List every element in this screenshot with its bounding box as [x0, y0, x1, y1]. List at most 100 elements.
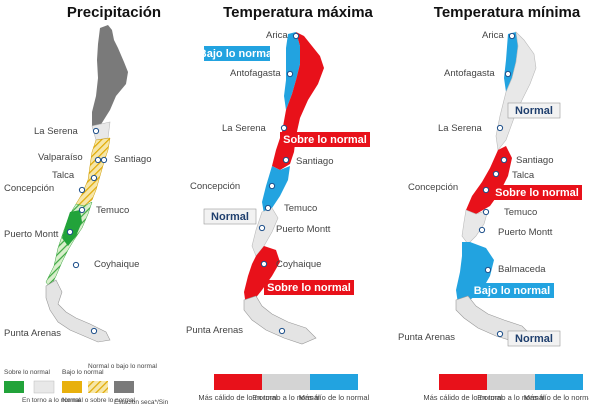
legend-swatch-cold [310, 374, 358, 390]
city-marker [264, 204, 272, 212]
city-marker [72, 261, 80, 269]
city-label-la-serena: La Serena [438, 123, 483, 134]
city-marker [78, 206, 86, 214]
label-below-normal: Bajo lo normal [474, 285, 550, 297]
label-box [280, 132, 370, 147]
region-above-normal [62, 210, 82, 246]
label-normal: Normal [211, 211, 249, 223]
city-marker [282, 156, 290, 164]
city-label-arica: Arica [482, 30, 504, 41]
panel-tmin: Temperatura mínima Normal Sobre lo norma… [398, 4, 589, 402]
label-box [264, 280, 354, 295]
panel-precipitation: Precipitación La Serena Valparaíso Santi… [4, 4, 169, 406]
region-above-normal-south [244, 246, 280, 306]
legend-swatch-normal-below [88, 381, 108, 393]
legend-precipitation: Sobre lo normal Bajo lo normal En torno … [4, 363, 169, 406]
city-label-santiago: Santiago [296, 156, 334, 167]
legend-label-normal-below: Normal o bajo lo normal [88, 363, 158, 370]
label-box [507, 330, 561, 347]
city-label-temuco: Temuco [96, 205, 129, 216]
region-normal-north [495, 31, 537, 151]
city-label-punta-arenas: Punta Arenas [186, 325, 243, 336]
label-normal-north: Normal [515, 105, 553, 117]
label-above-normal: Sobre lo normal [283, 134, 367, 146]
city-labels-tmax: Arica Antofagasta La Serena Santiago Con… [186, 30, 334, 336]
city-marker [92, 127, 100, 135]
legend-tmin: Más cálido de lo normal En torno a lo no… [423, 374, 589, 402]
legend-swatch-above [4, 381, 24, 393]
legend-swatch-dry [114, 381, 134, 393]
legend-swatch-warm [214, 374, 262, 390]
legend-swatch-normal [262, 374, 310, 390]
panel-title: Temperatura mínima [434, 4, 581, 21]
city-label-santiago: Santiago [516, 155, 554, 166]
legend-label-below: Bajo lo normal [62, 369, 104, 376]
region-below-normal-north [284, 32, 300, 110]
label-box [492, 185, 582, 200]
city-label-coyhaique: Coyhaique [276, 259, 321, 270]
city-marker [90, 327, 98, 335]
city-label-concepcion: Concepción [4, 183, 54, 194]
region-labels-tmin: Normal Sobre lo normal Bajo lo normal No… [470, 102, 582, 347]
city-marker [94, 156, 102, 164]
city-marker [258, 224, 266, 232]
city-marker [482, 208, 490, 216]
city-marker [484, 266, 492, 274]
city-label-la-serena: La Serena [34, 126, 79, 137]
label-normal-south: Normal [515, 333, 553, 345]
label-box [507, 102, 561, 119]
city-label-temuco: Temuco [284, 203, 317, 214]
label-below-normal: Bajo lo normal [199, 48, 275, 60]
legend-label-normal: En torno a lo normal [252, 393, 320, 402]
legend-swatch-warm [439, 374, 487, 390]
region-normal-center [461, 209, 489, 245]
city-marker [280, 124, 288, 132]
city-label-puerto-montt: Puerto Montt [276, 224, 331, 235]
label-box [470, 283, 554, 298]
city-label-talca: Talca [52, 170, 75, 181]
label-box [204, 46, 270, 61]
city-marker [496, 330, 504, 338]
city-label-valparaiso: Valparaíso [38, 152, 83, 163]
legend-label-cold: Más frío de lo normal [524, 393, 589, 402]
city-label-concepcion: Concepción [408, 182, 458, 193]
city-label-puerto-montt: Puerto Montt [498, 227, 553, 238]
map-chile-tmin [455, 31, 537, 343]
city-marker [100, 156, 108, 164]
city-label-punta-arenas: Punta Arenas [398, 332, 455, 343]
city-label-santiago: Santiago [114, 154, 152, 165]
city-marker [478, 226, 486, 234]
city-marker [286, 70, 294, 78]
legend-tmax: Más cálido de lo normal En torno a lo no… [198, 374, 370, 402]
city-marker [482, 186, 490, 194]
city-marker [260, 260, 268, 268]
city-label-concepcion: Concepción [190, 181, 240, 192]
region-normal-or-below [75, 137, 111, 207]
city-marker [500, 156, 508, 164]
region-normal-south [45, 279, 111, 343]
city-label-temuco: Temuco [504, 207, 537, 218]
city-marker [268, 182, 276, 190]
region-labels-tmax: Bajo lo normal Sobre lo normal Normal So… [199, 46, 370, 295]
city-marker [508, 32, 516, 40]
city-label-puerto-montt: Puerto Montt [4, 229, 59, 240]
city-marker [278, 327, 286, 335]
region-below-normal-center [262, 166, 290, 214]
city-label-balmaceda: Balmaceda [498, 264, 546, 275]
legend-swatch-around [33, 380, 55, 394]
city-marker [292, 32, 300, 40]
legend-swatch-normal [487, 374, 535, 390]
city-labels-tmin: Arica Antofagasta La Serena Santiago Tal… [398, 30, 554, 343]
region-above-normal [466, 146, 512, 214]
city-label-la-serena: La Serena [222, 123, 267, 134]
city-label-punta-arenas: Punta Arenas [4, 328, 61, 339]
label-above-normal-south: Sobre lo normal [267, 282, 351, 294]
city-label-coyhaique: Coyhaique [94, 259, 139, 270]
city-label-arica: Arica [266, 30, 288, 41]
city-marker [496, 124, 504, 132]
city-marker [492, 170, 500, 178]
city-label-talca: Talca [512, 170, 535, 181]
map-chile-precipitation [45, 25, 128, 343]
legend-label-above: Sobre lo normal [4, 369, 50, 376]
city-marker [504, 70, 512, 78]
